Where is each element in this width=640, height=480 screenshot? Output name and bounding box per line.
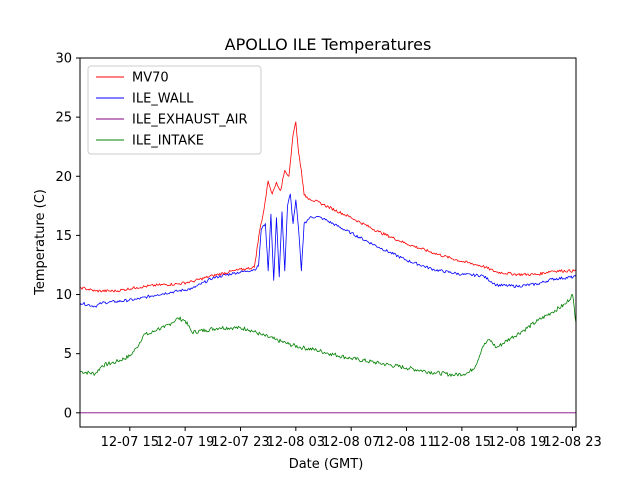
y-tick-label: 5 — [64, 347, 72, 362]
x-tick-label: 12-08 23 — [543, 435, 601, 450]
legend-label: ILE_WALL — [132, 92, 194, 107]
series-line-mv70 — [80, 121, 576, 293]
y-tick-label: 30 — [55, 52, 72, 67]
x-tick-label: 12-07 23 — [211, 435, 269, 450]
x-tick-label: 12-08 15 — [433, 435, 491, 450]
y-axis: 0 5 10 15 20 25 30 — [55, 52, 80, 421]
x-tick-label: 12-08 03 — [267, 435, 325, 450]
series-line-ile-wall — [80, 193, 576, 308]
legend-box — [87, 65, 262, 155]
plot-frame — [79, 57, 577, 428]
x-tick-label: 12-07 15 — [101, 435, 159, 450]
series-line-ile-intake — [80, 294, 576, 377]
plot-area — [79, 57, 577, 428]
legend-label: ILE_INTAKE — [132, 134, 204, 149]
legend-label: MV70 — [132, 71, 169, 86]
x-tick-label: 12-07 19 — [156, 435, 214, 450]
y-tick-label: 20 — [55, 170, 72, 185]
legend-label: ILE_EXHAUST_AIR — [132, 113, 248, 128]
y-tick-label: 25 — [55, 111, 72, 126]
x-tick-label: 12-08 11 — [377, 435, 435, 450]
y-tick-label: 10 — [55, 288, 72, 303]
chart-title: APOLLO ILE Temperatures — [225, 35, 432, 54]
legend: MV70 ILE_WALL ILE_EXHAUST_AIR ILE_INTAKE — [87, 65, 262, 155]
y-tick-label: 15 — [55, 229, 72, 244]
x-axis-label: Date (GMT) — [289, 457, 364, 472]
x-tick-label: 12-08 07 — [322, 435, 380, 450]
x-tick-label: 12-08 19 — [488, 435, 546, 450]
y-axis-label: Temperature (C) — [33, 189, 48, 296]
y-tick-label: 0 — [64, 406, 72, 421]
